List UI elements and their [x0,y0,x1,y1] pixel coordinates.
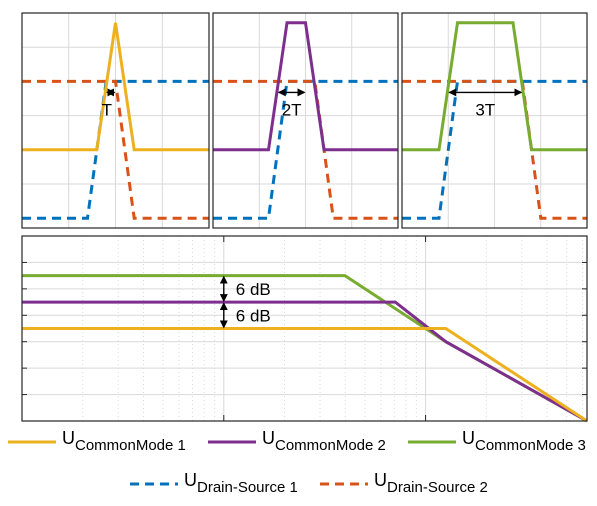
gain-label-upper: 6 dB [236,280,271,299]
frequency-spectrum-panel [21,235,588,423]
legend-sub-ds2: Drain-Source 2 [387,479,488,496]
legend-entry-cm3: UCommonMode 3 [462,428,586,454]
series-ds1 [402,79,587,220]
axes-frame [401,12,588,229]
width-label-3T: 3T [475,100,495,119]
time-domain-panel-3 [401,12,588,229]
series-cm2 [22,300,588,423]
legend-main-cm1: U [62,428,75,448]
series-ds1 [22,79,209,220]
series-ds2 [402,79,587,220]
legend-sub-cm2: CommonMode 2 [275,437,386,454]
legend-entry-ds2: UDrain-Source 2 [374,470,488,496]
legend-main-ds2: U [374,470,387,490]
legend-sub-cm1: CommonMode 1 [75,437,186,454]
series-cm2 [213,21,398,152]
axes-frame [212,12,399,229]
legend-main-cm2: U [262,428,275,448]
width-label-2T: 2T [282,100,302,119]
legend-sub-cm3: CommonMode 3 [475,437,586,454]
series-cm1 [22,22,209,152]
time-domain-panel-2 [212,12,399,229]
series-cm3 [22,274,588,423]
legend-sub-ds1: Drain-Source 1 [197,479,298,496]
legend-entry-cm2: UCommonMode 2 [262,428,386,454]
legend-main-cm3: U [462,428,475,448]
legend-entry-cm1: UCommonMode 1 [62,428,186,454]
series-ds1 [213,79,398,220]
series-cm1 [22,327,588,423]
gain-label-lower: 6 dB [236,306,271,325]
time-domain-panel-1 [21,12,210,229]
legend-main-ds1: U [184,470,197,490]
legend: UCommonMode 1 UCommonMode 2 UCommonMode … [8,428,586,496]
legend-entry-ds1: UDrain-Source 1 [184,470,298,496]
series-cm3 [402,21,587,152]
series-ds2 [22,79,209,220]
width-label-T: T [102,100,112,119]
axes-frame [21,12,210,229]
axes-frame [21,235,588,422]
